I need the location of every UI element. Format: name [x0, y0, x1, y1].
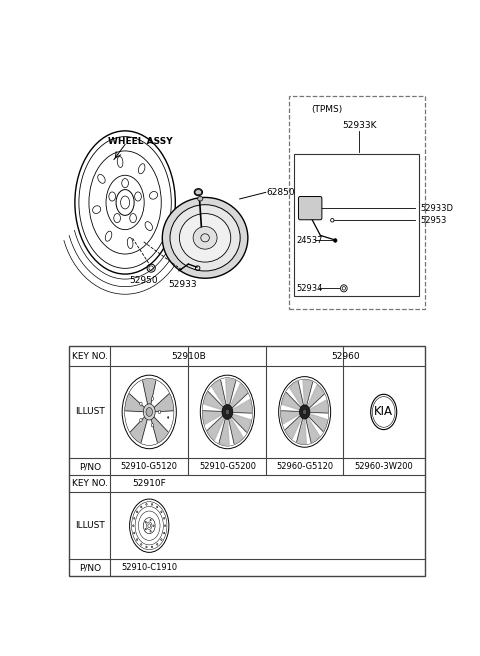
- Ellipse shape: [222, 405, 233, 419]
- Polygon shape: [228, 417, 243, 443]
- Text: 24537: 24537: [296, 236, 323, 245]
- Polygon shape: [143, 380, 156, 404]
- Ellipse shape: [146, 407, 153, 417]
- Polygon shape: [226, 379, 236, 406]
- Ellipse shape: [300, 405, 310, 419]
- Polygon shape: [309, 400, 328, 413]
- Polygon shape: [230, 384, 248, 409]
- Text: KEY NO.: KEY NO.: [72, 480, 108, 488]
- Text: 52950: 52950: [130, 276, 158, 285]
- Text: 52910B: 52910B: [171, 352, 206, 361]
- Ellipse shape: [168, 417, 169, 419]
- Polygon shape: [125, 394, 144, 412]
- Text: ILLUST: ILLUST: [75, 522, 105, 530]
- Text: 52910-G5200: 52910-G5200: [199, 462, 256, 471]
- Polygon shape: [131, 417, 147, 442]
- Polygon shape: [281, 411, 300, 424]
- Polygon shape: [203, 411, 223, 424]
- FancyBboxPatch shape: [299, 197, 322, 220]
- Text: 52910-G5120: 52910-G5120: [121, 462, 178, 471]
- Text: 52933D: 52933D: [421, 203, 454, 213]
- Ellipse shape: [193, 226, 217, 249]
- Text: 52933K: 52933K: [342, 121, 377, 130]
- Ellipse shape: [180, 214, 231, 262]
- Polygon shape: [303, 380, 312, 406]
- Polygon shape: [285, 415, 302, 439]
- Ellipse shape: [162, 197, 248, 278]
- Polygon shape: [306, 417, 320, 443]
- Text: ILLUST: ILLUST: [75, 407, 105, 417]
- Ellipse shape: [334, 239, 337, 242]
- Polygon shape: [151, 417, 168, 442]
- Ellipse shape: [225, 409, 229, 415]
- Text: 62850: 62850: [266, 188, 295, 197]
- Text: P/NO: P/NO: [79, 563, 101, 572]
- Ellipse shape: [151, 424, 154, 427]
- Ellipse shape: [158, 410, 161, 413]
- Ellipse shape: [302, 409, 307, 415]
- Ellipse shape: [140, 402, 142, 405]
- Polygon shape: [282, 392, 301, 410]
- Polygon shape: [154, 394, 173, 412]
- Text: P/NO: P/NO: [79, 462, 101, 471]
- Text: 52953: 52953: [421, 216, 447, 225]
- Polygon shape: [297, 418, 306, 443]
- Ellipse shape: [198, 196, 203, 201]
- Text: 52960-G5120: 52960-G5120: [276, 462, 333, 471]
- Text: 52933: 52933: [168, 280, 197, 289]
- Text: 52934: 52934: [296, 284, 323, 293]
- Ellipse shape: [143, 404, 155, 420]
- Polygon shape: [207, 415, 225, 440]
- Text: KEY NO.: KEY NO.: [72, 352, 108, 361]
- Polygon shape: [212, 380, 226, 407]
- Text: WHEEL ASSY: WHEEL ASSY: [108, 137, 172, 146]
- Text: 52960-3W200: 52960-3W200: [354, 462, 413, 471]
- Bar: [294, 154, 419, 296]
- Ellipse shape: [151, 397, 154, 400]
- Polygon shape: [204, 392, 224, 410]
- Bar: [69, 346, 424, 576]
- Polygon shape: [219, 418, 229, 445]
- Text: (TPMS): (TPMS): [311, 104, 342, 113]
- Ellipse shape: [170, 205, 240, 271]
- Polygon shape: [289, 381, 304, 407]
- Polygon shape: [308, 414, 327, 432]
- Text: 52910-C1910: 52910-C1910: [121, 563, 177, 572]
- Polygon shape: [232, 400, 252, 413]
- Polygon shape: [307, 385, 324, 409]
- Ellipse shape: [194, 189, 203, 195]
- Ellipse shape: [140, 419, 142, 422]
- Text: KIA: KIA: [374, 405, 393, 419]
- Polygon shape: [231, 414, 251, 432]
- Text: 52910F: 52910F: [132, 480, 166, 488]
- Text: 52960: 52960: [331, 352, 360, 361]
- Bar: [289, 96, 424, 308]
